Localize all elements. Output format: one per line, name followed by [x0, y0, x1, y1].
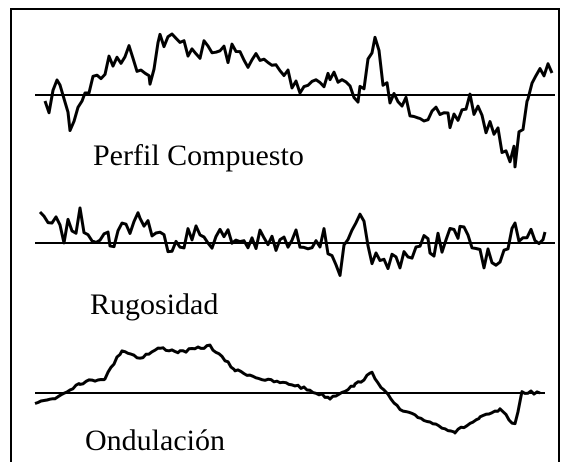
- profile-label: Ondulación: [85, 424, 225, 457]
- roughness-profile: [38, 206, 547, 277]
- profile-label: Perfil Compuesto: [93, 139, 304, 172]
- waviness-profile: [34, 343, 541, 435]
- composite-profile: [43, 32, 554, 169]
- profile-label: Rugosidad: [90, 288, 218, 321]
